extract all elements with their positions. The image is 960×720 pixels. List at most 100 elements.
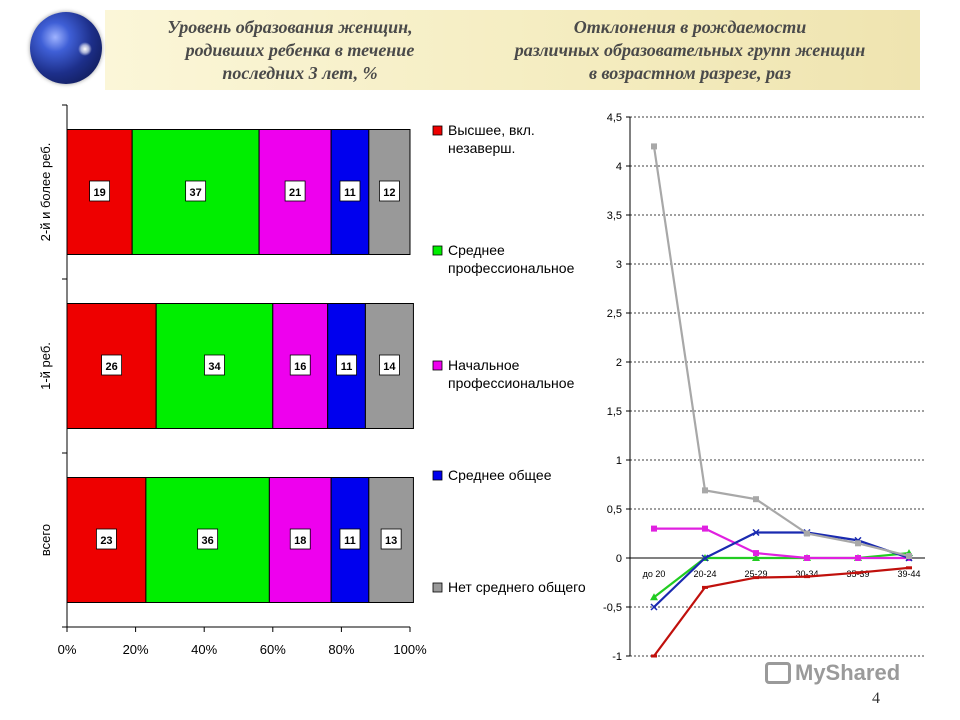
data-label: 12 [383, 187, 395, 199]
x-tick-label: 30-34 [795, 569, 818, 579]
data-point [855, 540, 861, 547]
legend-label: незаверш. [448, 140, 515, 156]
data-label: 23 [100, 535, 112, 547]
page-number: 4 [872, 690, 880, 707]
right-title-line: различных образовательных групп женщин [514, 40, 866, 60]
data-label: 13 [385, 535, 397, 547]
y-tick-label: -0,5 [603, 602, 622, 614]
data-label-box [185, 180, 207, 202]
data-label-box [380, 528, 402, 550]
data-point [701, 554, 709, 562]
data-label: 26 [105, 361, 117, 373]
y-tick-label: 4,5 [607, 112, 622, 124]
x-tick-label: до 20 [643, 569, 666, 579]
data-point [702, 585, 708, 589]
series-line [652, 146, 910, 558]
x-tick-label: 20% [123, 642, 149, 657]
y-tick-label: 2 [616, 357, 622, 369]
series-line [654, 527, 909, 560]
x-tick-label: 80% [328, 642, 354, 657]
data-label-box [101, 354, 122, 376]
category-label: 2-й и более реб. [38, 143, 53, 242]
series-line [653, 552, 910, 599]
data-point [855, 555, 861, 561]
data-point [651, 143, 657, 150]
y-tick-label: 1 [616, 455, 622, 467]
data-label: 21 [289, 187, 301, 199]
watermark-text: MyShared [795, 660, 901, 685]
data-point [702, 487, 708, 494]
legend-label: Нет среднего общего [448, 579, 586, 595]
data-point [753, 576, 759, 580]
category-label: всего [38, 524, 53, 556]
right-chart-title: Отклонения в рождаемости различных образ… [470, 16, 910, 85]
x-tick-label: 20-24 [693, 569, 716, 579]
right-title-line: в возрастном разрезе, раз [588, 63, 792, 83]
line-chart: -1 -0,5 0 0,5 1 1,5 2 2,5 3 3,5 4 4,5 до 20 20-24 25-2… [603, 112, 925, 663]
left-title-line: Уровень образования женщин, [167, 17, 413, 37]
data-label: 19 [93, 187, 105, 199]
data-point [804, 575, 810, 579]
x-tick-label: 60% [260, 642, 286, 657]
data-label-box [336, 354, 357, 376]
y-tick-label: 0 [616, 553, 622, 565]
data-point [650, 603, 658, 611]
series-line [653, 531, 910, 608]
data-point [651, 525, 657, 532]
x-tick-label: 40% [191, 642, 217, 657]
data-label-box [197, 528, 219, 550]
y-tick-label: 3 [616, 259, 622, 271]
data-point [651, 654, 657, 658]
legend-swatch [432, 470, 443, 481]
data-point [752, 554, 760, 561]
y-tick-label: 1,5 [607, 406, 622, 418]
y-tick-label: -1 [612, 651, 622, 663]
bar-segment [330, 129, 370, 255]
x-tick-label: 0% [58, 642, 77, 657]
x-tick-label: 39-44 [897, 569, 920, 579]
data-label: 36 [202, 535, 214, 547]
left-title-line: родивших ребенка в течение [185, 40, 415, 60]
category-label: 1-й реб. [38, 342, 53, 390]
data-label-box [289, 354, 311, 376]
globe-logo [30, 12, 102, 84]
y-tick-label: 3,5 [607, 210, 622, 222]
data-label-box [339, 180, 361, 202]
legend-swatch [432, 360, 443, 371]
left-chart-title: Уровень образования женщин, родивших реб… [130, 16, 450, 85]
series-line [653, 566, 910, 657]
right-title-line: Отклонения в рождаемости [573, 17, 807, 37]
data-label: 11 [344, 535, 356, 547]
data-label: 11 [344, 187, 356, 199]
legend-label: профессиональное [448, 375, 575, 391]
data-label-box [379, 180, 400, 202]
data-label: 14 [383, 361, 396, 373]
data-point [804, 555, 810, 561]
data-point [906, 553, 912, 560]
legend-label: Начальное [448, 357, 520, 373]
data-label-box [289, 528, 311, 550]
legend-swatch [432, 245, 443, 256]
watermark-logo: MyShared [765, 660, 900, 686]
data-label: 37 [190, 187, 202, 199]
data-point [753, 496, 759, 503]
data-point [702, 525, 708, 532]
stacked-bar-chart: 0% 20% 40% 60% 80% 100% 2-й и более реб. 19 37 21… [38, 104, 586, 657]
data-label-box [96, 528, 117, 550]
data-label-box [379, 354, 400, 376]
data-point [855, 571, 861, 575]
y-tick-label: 2,5 [607, 308, 622, 320]
legend: Высшее, вкл. незаверш. Среднее профессионал… [432, 122, 586, 595]
x-tick-label: 25-29 [744, 569, 767, 579]
legend-label: Среднее общее [448, 467, 552, 483]
presentation-icon [765, 662, 791, 684]
y-tick-label: 0,5 [607, 504, 622, 516]
legend-label: профессиональное [448, 260, 575, 276]
legend-swatch [432, 125, 443, 136]
data-label-box [339, 528, 361, 550]
data-point [650, 593, 658, 601]
star-glint-icon [78, 42, 92, 56]
data-point [753, 550, 759, 557]
data-label: 18 [294, 535, 306, 547]
data-label: 11 [341, 361, 353, 373]
